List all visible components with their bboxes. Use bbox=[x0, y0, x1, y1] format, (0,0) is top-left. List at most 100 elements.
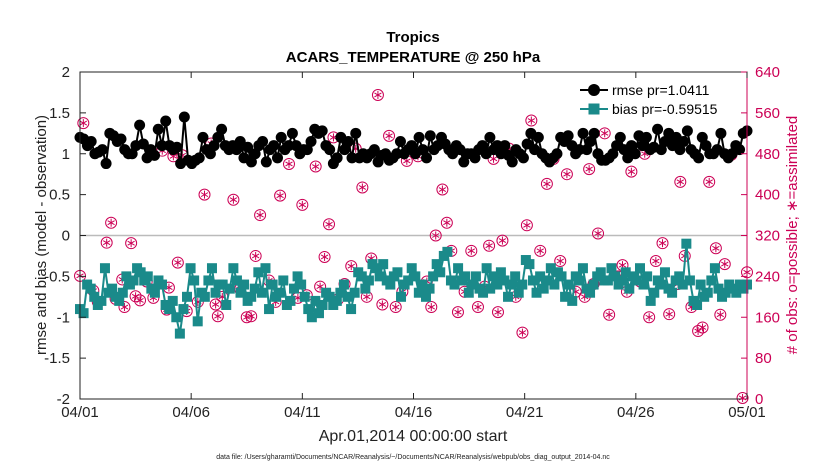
obs-assimilated-marker bbox=[652, 257, 660, 266]
asterisk-stroke bbox=[325, 221, 333, 227]
obs-assimilated-marker bbox=[563, 170, 571, 179]
obs-assimilated-marker bbox=[489, 154, 498, 163]
obs-count-marker bbox=[100, 236, 113, 249]
obs-possible-marker bbox=[105, 216, 118, 229]
bias-point bbox=[410, 271, 421, 282]
bias-point bbox=[378, 259, 389, 270]
bias-series bbox=[75, 238, 752, 339]
rmse-point bbox=[700, 140, 712, 152]
rmse-point bbox=[693, 152, 705, 164]
rmse-point bbox=[115, 133, 127, 145]
asterisk-stroke bbox=[485, 243, 493, 249]
asterisk-stroke bbox=[285, 161, 293, 167]
bias-point bbox=[285, 295, 296, 306]
bias-point bbox=[392, 267, 403, 278]
obs-count-marker bbox=[440, 216, 453, 229]
obs-count-marker bbox=[592, 227, 605, 240]
rmse-point bbox=[331, 152, 343, 164]
bias-point bbox=[246, 291, 257, 302]
bias-point bbox=[171, 312, 182, 323]
asterisk-stroke bbox=[523, 222, 531, 228]
asterisk-stroke bbox=[580, 294, 589, 300]
obs-assimilated-marker bbox=[102, 238, 111, 247]
bias-point bbox=[199, 291, 210, 302]
left-tick-label: 1 bbox=[62, 146, 70, 163]
bias-point bbox=[167, 295, 178, 306]
rmse-point bbox=[640, 131, 652, 143]
bias-point bbox=[406, 263, 417, 274]
obs-assimilated-marker bbox=[285, 159, 293, 168]
bias-point bbox=[713, 283, 724, 294]
asterisk-stroke bbox=[214, 313, 222, 319]
rmse-point bbox=[629, 148, 641, 160]
bias-point bbox=[385, 279, 396, 290]
asterisk-stroke bbox=[311, 164, 320, 169]
obs-possible-marker bbox=[356, 181, 369, 194]
rmse-point bbox=[286, 127, 298, 139]
rmse-point bbox=[417, 144, 429, 156]
bias-point bbox=[481, 263, 492, 274]
asterisk-stroke bbox=[256, 212, 264, 218]
bias-point bbox=[634, 263, 645, 274]
obs-count-marker bbox=[296, 198, 309, 211]
obs-assimilated-marker bbox=[427, 303, 436, 312]
bias-point bbox=[463, 287, 474, 298]
obs-count-marker bbox=[625, 165, 638, 178]
rmse-point bbox=[681, 125, 693, 137]
x-tick-label: 04/21 bbox=[506, 404, 544, 421]
bias-point bbox=[249, 283, 260, 294]
bias-point bbox=[85, 283, 96, 294]
rmse-point bbox=[469, 152, 481, 164]
bias-point bbox=[371, 263, 382, 274]
obs-possible-marker bbox=[583, 163, 596, 176]
bias-point bbox=[396, 291, 407, 302]
asterisk-stroke bbox=[543, 181, 551, 187]
bias-point bbox=[645, 295, 656, 306]
obs-possible-marker bbox=[703, 175, 716, 188]
rmse-point bbox=[208, 140, 220, 152]
footnote: data file: /Users/gharamti/Documents/NCA… bbox=[216, 454, 610, 461]
asterisk-stroke bbox=[211, 302, 220, 307]
obs-assimilated-marker bbox=[665, 310, 673, 319]
asterisk-stroke bbox=[432, 233, 440, 238]
obs-possible-marker bbox=[254, 209, 267, 222]
bias-point bbox=[499, 275, 510, 286]
obs-assimilated-marker bbox=[229, 195, 238, 204]
obs-count-marker bbox=[209, 298, 222, 311]
bias-point bbox=[89, 291, 100, 302]
bias-point bbox=[431, 259, 442, 270]
obs-assimilated-marker bbox=[211, 300, 220, 309]
bias-point bbox=[192, 316, 203, 327]
obs-count-marker bbox=[129, 290, 142, 303]
obs-possible-marker bbox=[554, 255, 567, 268]
obs-possible-marker bbox=[625, 165, 638, 178]
obs-possible-marker bbox=[643, 311, 656, 324]
obs-possible-marker bbox=[429, 229, 442, 242]
asterisk-stroke bbox=[378, 302, 387, 307]
obs-possible-marker bbox=[451, 306, 464, 319]
bias-point bbox=[695, 279, 706, 290]
bias-point bbox=[667, 287, 678, 298]
bias-point bbox=[602, 275, 613, 286]
obs-assimilated-marker bbox=[716, 310, 725, 319]
obs-assimilated-marker bbox=[498, 236, 507, 245]
rmse-point bbox=[149, 149, 161, 161]
bias-point bbox=[342, 291, 353, 302]
rmse-point bbox=[231, 144, 243, 156]
rmse-point bbox=[577, 127, 589, 139]
obs-possible-marker bbox=[540, 177, 553, 190]
right-tick-label: 0 bbox=[755, 391, 763, 408]
rmse-point bbox=[134, 119, 146, 131]
bias-point bbox=[267, 279, 278, 290]
bias-point bbox=[117, 287, 128, 298]
obs-assimilated-marker bbox=[391, 303, 400, 312]
obs-count-marker bbox=[227, 193, 240, 206]
obs-assimilated-marker bbox=[494, 308, 502, 317]
rmse-point bbox=[260, 156, 272, 168]
legend: rmse pr=1.0411 bias pr=-0.59515 bbox=[580, 82, 718, 117]
bias-point bbox=[210, 287, 221, 298]
bias-point bbox=[531, 287, 542, 298]
obs-possible-marker bbox=[211, 310, 224, 323]
obs-possible-marker bbox=[592, 227, 605, 240]
obs-count-marker bbox=[534, 244, 547, 257]
